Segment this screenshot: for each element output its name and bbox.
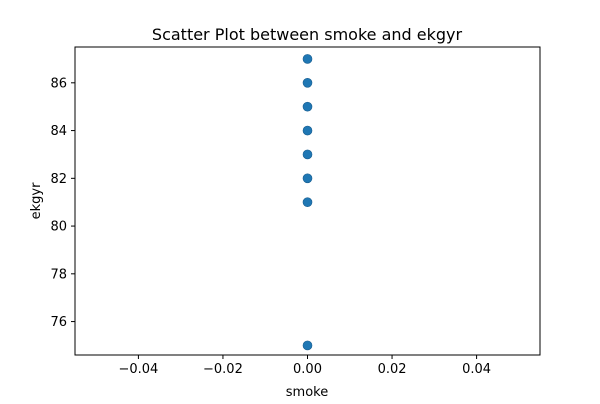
x-tick-label: 0.04 — [462, 362, 491, 377]
y-tick-label: 82 — [50, 172, 67, 187]
points-layer — [302, 54, 313, 351]
scatter-point — [302, 101, 313, 112]
y-axis-ticks: 76 78 80 82 84 86 — [50, 76, 75, 330]
scatter-point — [302, 54, 313, 64]
x-tick-label: −0.04 — [118, 362, 158, 377]
x-axis-ticks: −0.04 −0.02 0.00 0.02 0.04 — [118, 355, 491, 377]
scatter-point — [302, 125, 313, 136]
y-axis-label: ekgyr — [29, 182, 44, 219]
y-tick-label: 80 — [50, 220, 67, 235]
x-tick-label: −0.02 — [203, 362, 243, 377]
y-tick-label: 86 — [50, 76, 67, 91]
y-tick-label: 78 — [50, 267, 67, 282]
scatter-point — [302, 340, 313, 351]
x-tick-label: 0.00 — [293, 362, 322, 377]
scatter-point — [302, 173, 313, 184]
y-tick-label: 84 — [50, 124, 67, 139]
y-tick-label: 76 — [50, 315, 67, 330]
scatter-point — [302, 78, 313, 88]
chart-title: Scatter Plot between smoke and ekgyr — [152, 25, 463, 44]
scatter-point — [302, 197, 313, 207]
x-tick-label: 0.02 — [378, 362, 407, 377]
x-axis-label: smoke — [286, 385, 328, 400]
scatter-point — [302, 149, 313, 160]
